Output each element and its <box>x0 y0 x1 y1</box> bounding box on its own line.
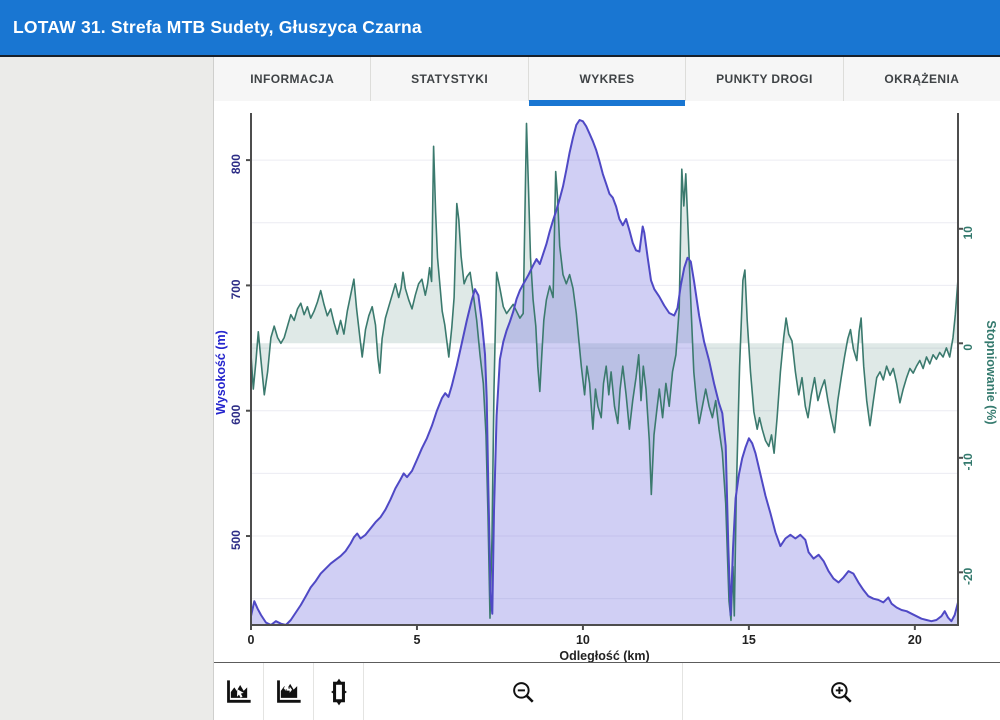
area-chart-pan-icon <box>276 679 301 703</box>
elevation-profile-chart[interactable]: 500 600 700 800 -20 -10 0 10 0 5 10 15 20 Wysokość (m… <box>214 101 1000 663</box>
zoom-in-button[interactable] <box>682 663 1000 720</box>
series-line-stopniowanie <box>250 122 959 622</box>
tab-punkty-drogi[interactable]: PUNKTY DROGI <box>686 57 844 101</box>
axis-text: 600 <box>229 404 243 424</box>
axis-text: -10 <box>961 453 975 471</box>
zoom-out-button[interactable] <box>364 663 683 720</box>
axis-text: 20 <box>908 633 922 647</box>
page-title: LOTAW 31. Strefa MTB Sudety, Głuszyca Cz… <box>13 17 422 37</box>
axis-text: 10 <box>961 226 975 240</box>
axis-text: Odległość (km) <box>559 649 649 662</box>
flip-vertical-icon <box>330 678 347 705</box>
axis-text: 700 <box>229 279 243 299</box>
app-header: LOTAW 31. Strefa MTB Sudety, Głuszyca Cz… <box>0 0 1000 57</box>
chart-cursor-button[interactable] <box>214 663 264 720</box>
chart-toolbar <box>214 662 1000 720</box>
axis-text: 0 <box>961 344 975 351</box>
tab-statystyki[interactable]: STATYSTYKI <box>371 57 529 101</box>
tab-wykres[interactable]: WYKRES <box>528 57 687 106</box>
area-chart-cursor-icon <box>226 679 251 703</box>
tab-bar: INFORMACJA STATYSTYKI WYKRES PUNKTY DROGI OK… <box>214 57 1000 106</box>
tab-label: WYKRES <box>579 72 635 86</box>
tab-label: OKRĄŻENIA <box>884 72 960 86</box>
chart-canvas[interactable]: 500 600 700 800 -20 -10 0 10 0 5 10 15 20 Wysokość (m… <box>214 101 1000 663</box>
tab-okr-enia[interactable]: OKRĄŻENIA <box>844 57 1000 101</box>
axis-text: 15 <box>742 633 756 647</box>
axis-text: 10 <box>576 633 590 647</box>
axis-text: 5 <box>413 633 420 647</box>
axis-text: -20 <box>961 567 975 585</box>
tab-label: PUNKTY DROGI <box>716 72 813 86</box>
zoom-out-icon <box>512 681 534 703</box>
axis-text: 500 <box>229 530 243 550</box>
axis-text: Wysokość (m) <box>214 330 228 415</box>
tab-informacja[interactable]: INFORMACJA <box>214 57 372 101</box>
chart-pan-button[interactable] <box>264 663 314 720</box>
tab-label: STATYSTYKI <box>411 72 489 86</box>
route-panel: INFORMACJA STATYSTYKI WYKRES PUNKTY DROGI OK… <box>213 57 1000 720</box>
series-line-wysokość <box>250 119 959 626</box>
axis-text: 0 <box>248 633 255 647</box>
flip-vertical-button[interactable] <box>314 663 364 720</box>
axis-text: Stopniowanie (%) <box>984 320 998 424</box>
axis-text: 800 <box>229 154 243 174</box>
tab-label: INFORMACJA <box>250 72 335 86</box>
zoom-in-icon <box>831 681 852 703</box>
